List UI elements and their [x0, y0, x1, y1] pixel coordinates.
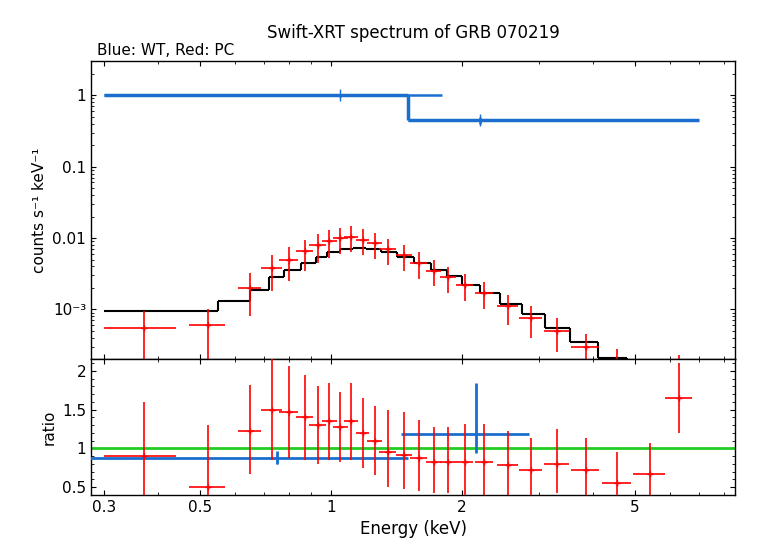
Y-axis label: counts s⁻¹ keV⁻¹: counts s⁻¹ keV⁻¹ [32, 147, 47, 273]
X-axis label: Energy (keV): Energy (keV) [359, 520, 467, 538]
Y-axis label: ratio: ratio [42, 409, 56, 445]
Text: Swift-XRT spectrum of GRB 070219: Swift-XRT spectrum of GRB 070219 [267, 24, 559, 42]
Text: Blue: WT, Red: PC: Blue: WT, Red: PC [97, 43, 235, 58]
